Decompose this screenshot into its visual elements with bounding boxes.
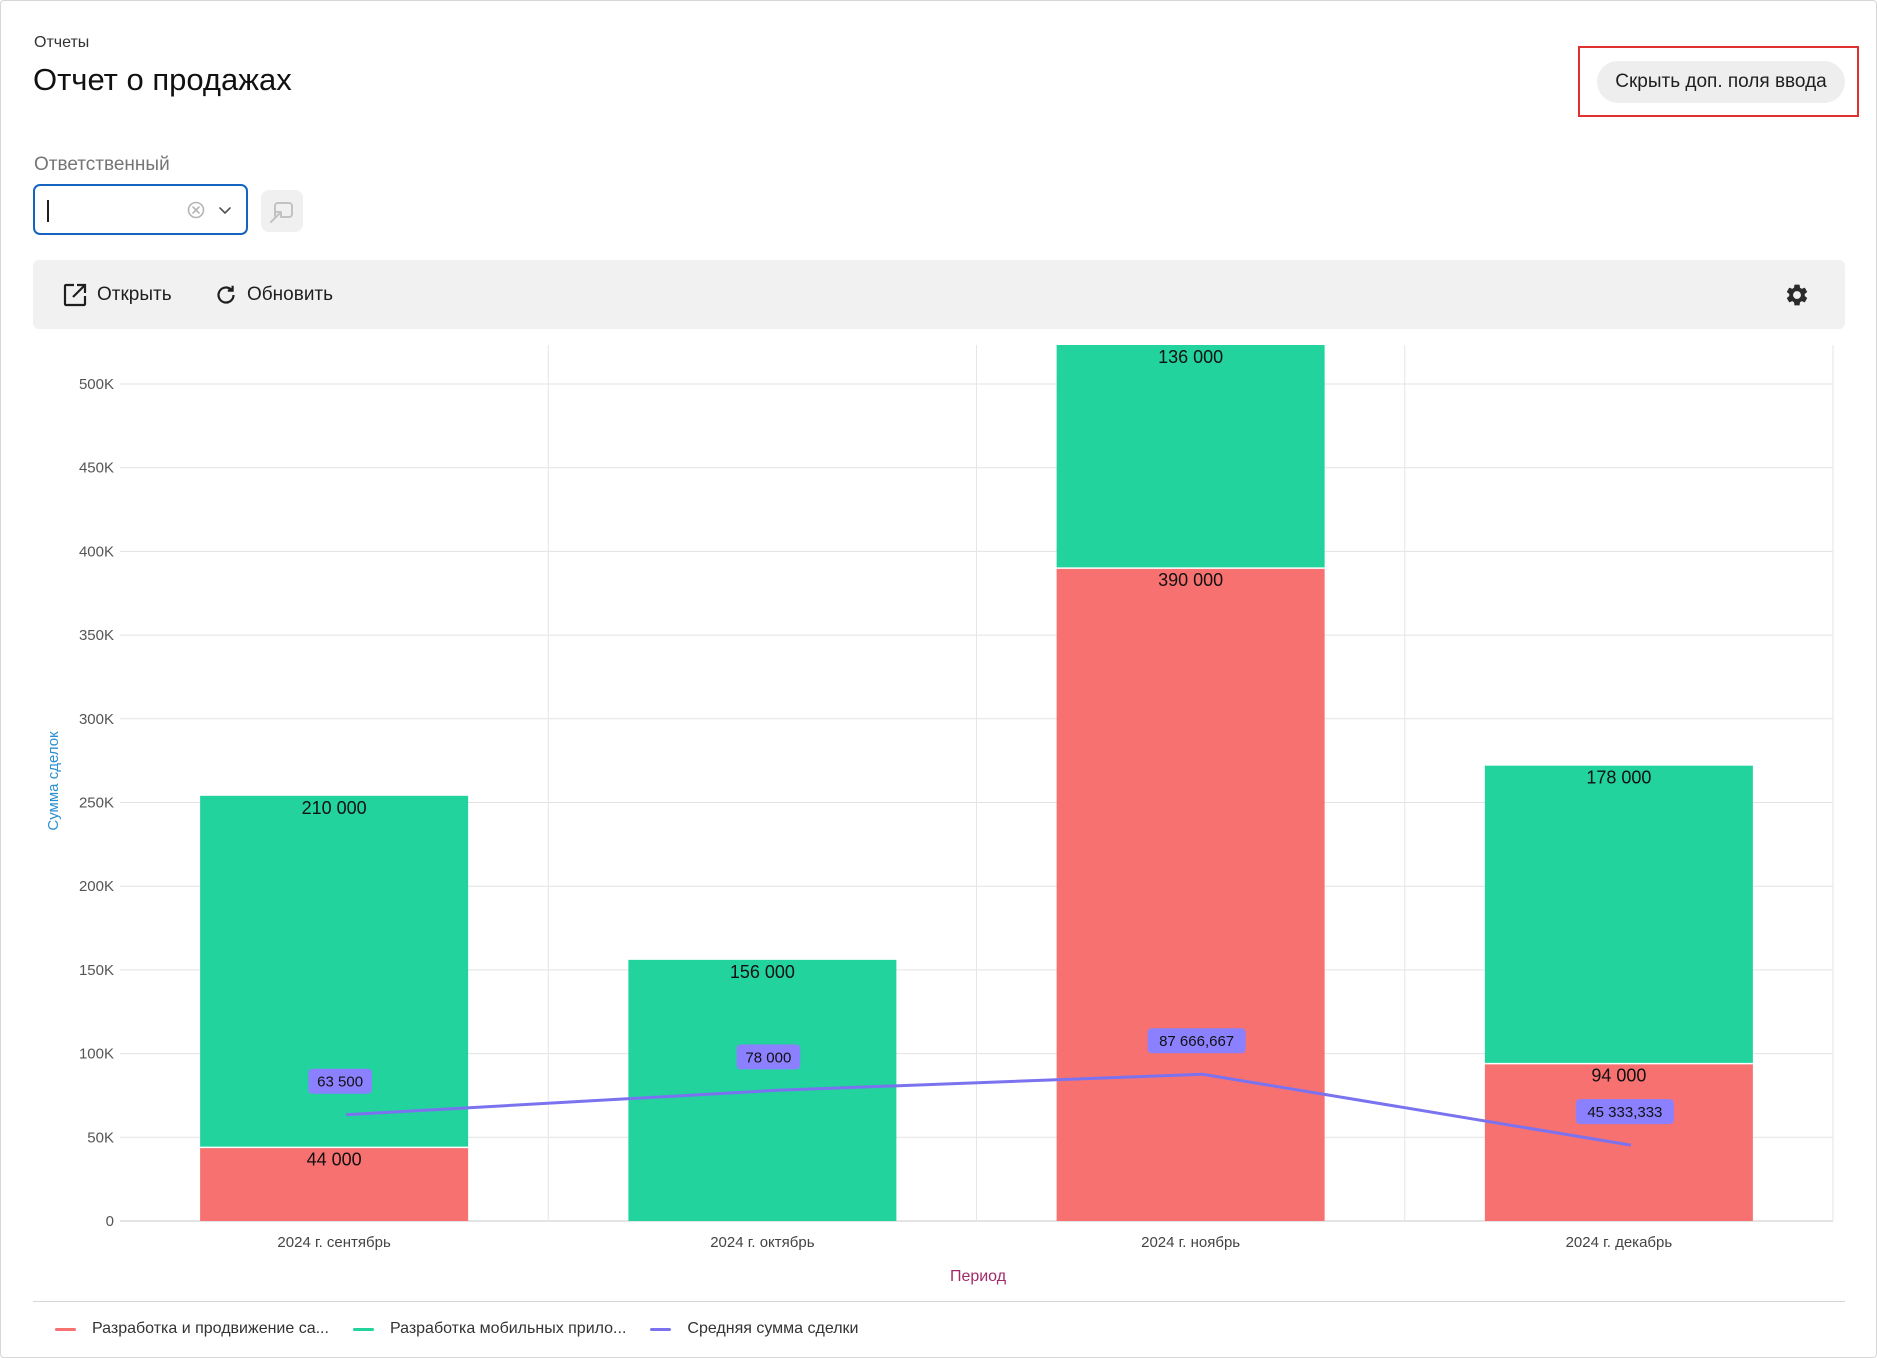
- clear-icon[interactable]: [187, 201, 205, 219]
- open-label: Открыть: [97, 283, 172, 305]
- legend-item[interactable]: Разработка и продвижение са...: [55, 1320, 329, 1338]
- text-cursor: [47, 200, 49, 222]
- line-data-label: 45 333,333: [1587, 1104, 1662, 1121]
- open-external-icon: [63, 283, 87, 306]
- line-data-label: 63 500: [317, 1074, 363, 1091]
- sales-chart: 0 50K 100K 150K 200K 250K 300K 350K 400K 450K 500K…: [45, 345, 1834, 1285]
- responsible-combobox[interactable]: [33, 184, 248, 235]
- y-tick-label: 500K: [79, 376, 114, 393]
- legend-label: Разработка мобильных прило...: [389, 1320, 627, 1337]
- select-list-icon: [270, 202, 293, 223]
- refresh-label: Обновить: [247, 283, 334, 305]
- y-tick-label: 150K: [79, 962, 114, 979]
- legend-divider: [33, 1301, 1845, 1302]
- y-tick-label: 400K: [79, 543, 114, 560]
- x-tick-label: 2024 г. декабрь: [1566, 1234, 1673, 1251]
- legend-label: Разработка и продвижение са...: [92, 1320, 329, 1337]
- line-label-badge: [1147, 1028, 1246, 1054]
- page-title: Отчет о продажах: [33, 62, 292, 97]
- responsible-label: Ответственный: [34, 154, 170, 175]
- line-label-badge: [736, 1044, 801, 1070]
- y-tick-label: 450K: [79, 460, 114, 477]
- bar-data-label: 94 000: [1591, 1066, 1646, 1086]
- y-tick-label: 50K: [87, 1129, 114, 1146]
- bar-data-label: 156 000: [730, 962, 795, 982]
- line-data-label: 87 666,667: [1159, 1033, 1234, 1050]
- bar-segment: [1056, 568, 1325, 1221]
- open-button[interactable]: Открыть: [62, 260, 172, 329]
- x-tick-label: 2024 г. сентябрь: [277, 1234, 391, 1251]
- bar-data-label: 136 000: [1158, 347, 1223, 367]
- responsible-input[interactable]: [45, 196, 189, 224]
- bar-segment: [1056, 345, 1325, 569]
- line-label-badge: [308, 1068, 372, 1094]
- y-tick-label: 300K: [79, 711, 114, 728]
- y-tick-label: 0: [106, 1213, 114, 1230]
- refresh-button[interactable]: Обновить: [214, 260, 333, 329]
- legend-swatch: [650, 1327, 672, 1331]
- gear-icon[interactable]: [1784, 282, 1810, 308]
- x-axis-title: Период: [950, 1268, 1007, 1285]
- bar-segment: [200, 795, 469, 1148]
- highlight-annotation: [1578, 46, 1859, 117]
- hide-extra-fields-button[interactable]: Скрыть доп. поля ввода: [1597, 61, 1845, 103]
- chart-legend: Разработка и продвижение са... Разработка…: [55, 1316, 882, 1342]
- y-tick-label: 350K: [79, 627, 114, 644]
- x-tick-label: 2024 г. ноябрь: [1141, 1234, 1240, 1251]
- chevron-down-icon[interactable]: [217, 202, 233, 218]
- breadcrumb[interactable]: Отчеты: [34, 34, 90, 51]
- line-data-label: 78 000: [745, 1049, 791, 1066]
- legend-label: Средняя сумма сделки: [687, 1320, 859, 1337]
- legend-item[interactable]: Средняя сумма сделки: [650, 1320, 858, 1338]
- select-from-list-button[interactable]: [261, 190, 303, 232]
- legend-swatch: [55, 1327, 76, 1331]
- y-tick-label: 250K: [79, 795, 114, 812]
- line-series-path: [346, 1072, 1632, 1147]
- y-axis-title: Сумма сделок: [45, 731, 62, 831]
- line-label-badge: [1575, 1099, 1674, 1125]
- legend-item[interactable]: Разработка мобильных прило...: [352, 1320, 627, 1338]
- bar-data-label: 44 000: [307, 1149, 362, 1169]
- bar-segment: [200, 1147, 469, 1221]
- legend-swatch: [352, 1327, 374, 1331]
- report-toolbar: Открыть Обновить: [33, 260, 1845, 329]
- refresh-icon: [217, 285, 235, 304]
- y-tick-label: 100K: [79, 1046, 114, 1063]
- bar-data-label: 210 000: [302, 798, 367, 818]
- bar-segment: [1484, 765, 1753, 1064]
- bar-data-label: 390 000: [1158, 570, 1223, 590]
- y-tick-label: 200K: [79, 878, 114, 895]
- bar-data-label: 178 000: [1586, 768, 1651, 788]
- x-tick-label: 2024 г. октябрь: [710, 1234, 815, 1251]
